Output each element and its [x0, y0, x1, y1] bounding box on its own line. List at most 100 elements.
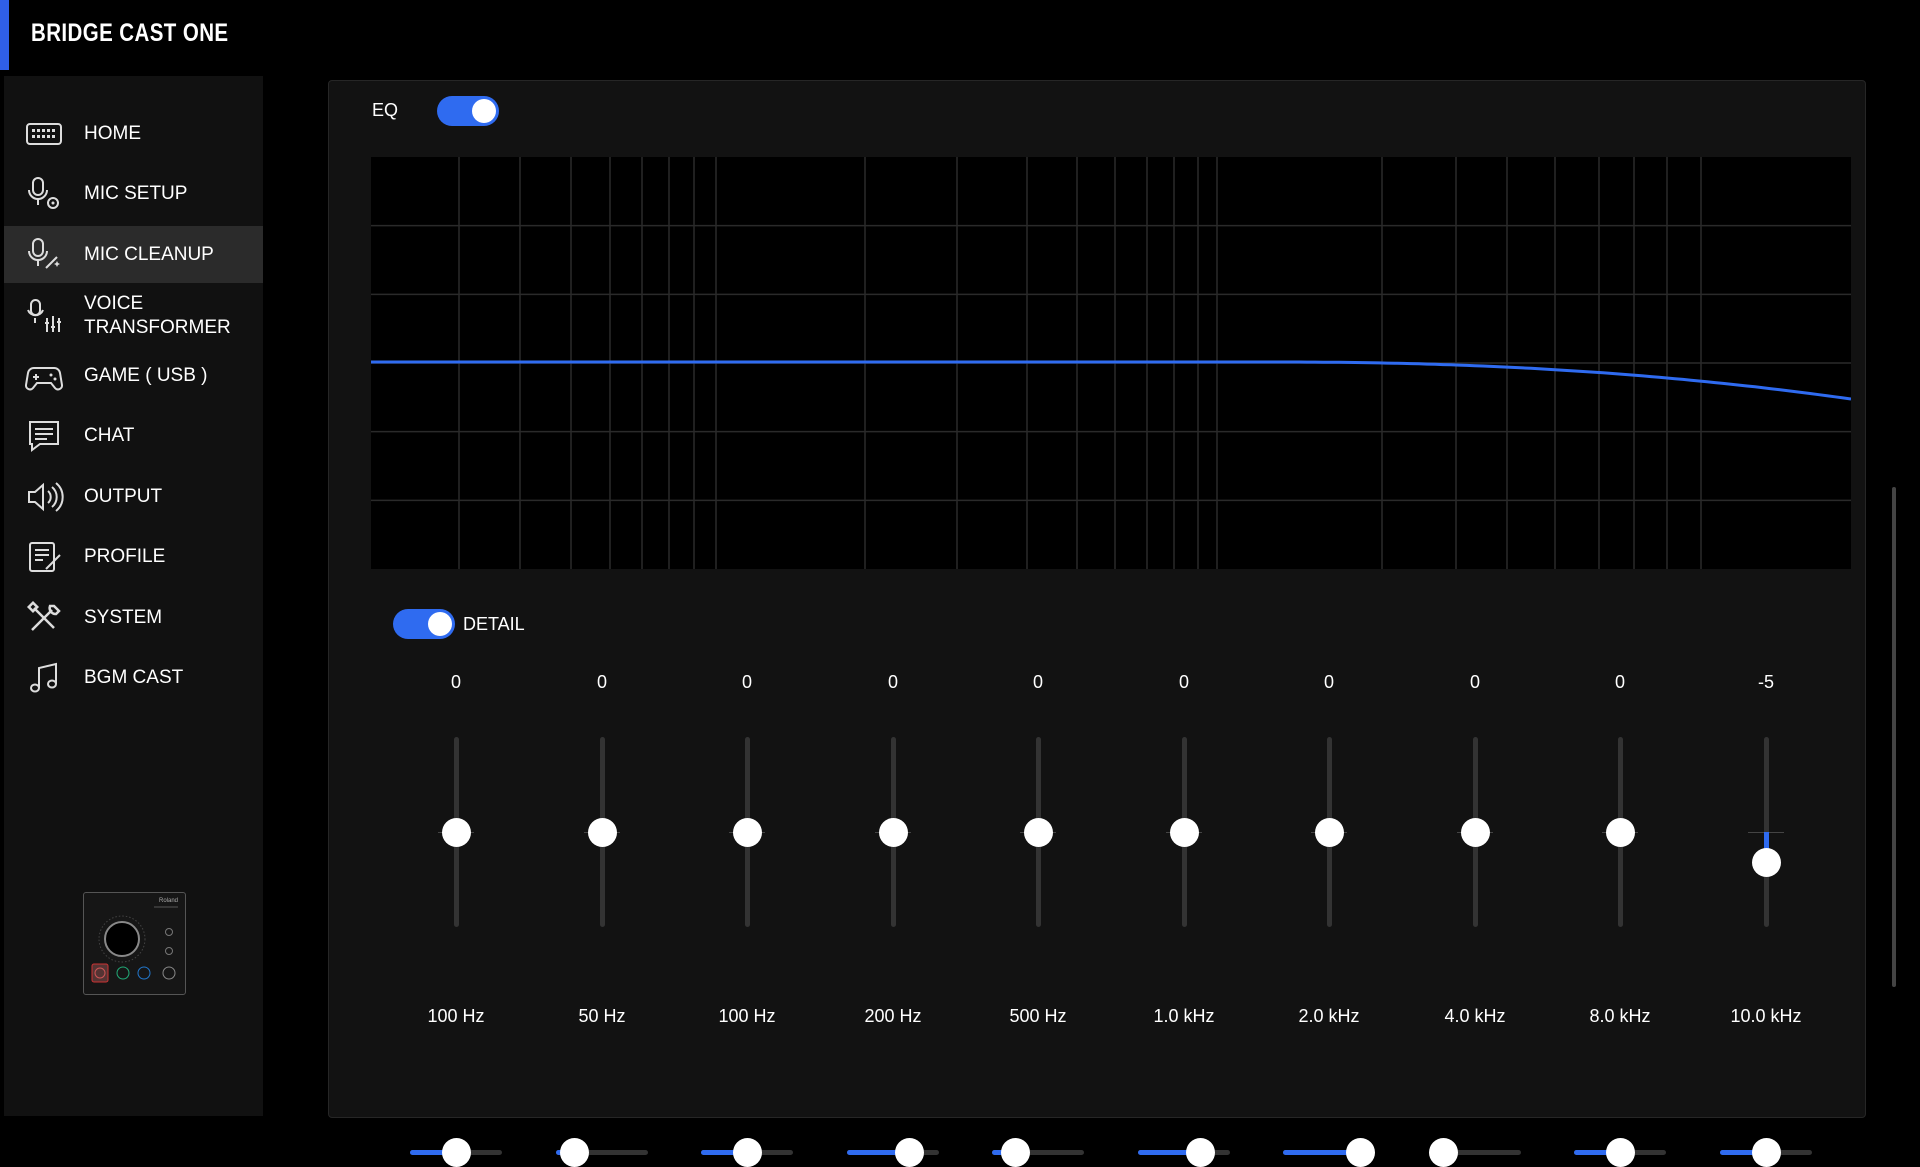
keyboard-icon: [24, 114, 64, 154]
band-gain-slider[interactable]: [873, 737, 913, 929]
app-title: BRIDGE CAST ONE: [31, 19, 229, 47]
band-frequency-label: 1.0 kHz: [1153, 1006, 1215, 1026]
sidebar-item-label: OUTPUT: [84, 485, 163, 507]
sidebar-item-voice-transformer[interactable]: VOICE TRANSFORMER: [4, 272, 263, 360]
band-gain-slider[interactable]: [436, 737, 476, 929]
sidebar-item-mic-setup[interactable]: MIC SETUP: [4, 165, 263, 222]
slider-thumb[interactable]: [560, 1138, 590, 1167]
eq-graph-svg: [371, 157, 1852, 569]
slider-thumb[interactable]: [1752, 1138, 1781, 1167]
slider-thumb[interactable]: [733, 818, 762, 847]
sidebar-item-game-usb[interactable]: GAME ( USB ): [4, 347, 263, 404]
band-frequency-label: 100 Hz: [718, 1006, 776, 1026]
band-gain-slider[interactable]: [582, 737, 622, 929]
tools-icon: [24, 598, 64, 638]
chat-bubble-icon: [24, 416, 64, 456]
sidebar-item-label: MIC CLEANUP: [84, 243, 214, 265]
detail-toggle[interactable]: [393, 609, 455, 639]
slider-thumb[interactable]: [733, 1138, 762, 1167]
band-q-slider[interactable]: [1429, 1137, 1521, 1167]
detail-label: DETAIL: [463, 614, 525, 634]
band-gain-value: 0: [1178, 672, 1189, 692]
slider-thumb[interactable]: [1315, 818, 1344, 847]
sidebar-item-profile[interactable]: PROFILE: [4, 528, 263, 585]
speaker-icon: [24, 477, 64, 517]
sidebar-item-label: PROFILE: [84, 545, 166, 567]
roland-device-icon: Roland: [91, 898, 178, 983]
band-gain-slider[interactable]: [1600, 737, 1640, 929]
scrollbar[interactable]: [1892, 487, 1896, 987]
band-q-slider[interactable]: [1283, 1137, 1375, 1167]
slider-thumb[interactable]: [1346, 1138, 1375, 1167]
slider-thumb[interactable]: [442, 818, 471, 847]
device-brand-text: Roland: [159, 898, 178, 904]
band-frequency-label: 10.0 kHz: [1730, 1006, 1802, 1026]
band-q-slider[interactable]: [556, 1137, 648, 1167]
band-gain-slider[interactable]: [727, 737, 767, 929]
toggle-knob: [472, 99, 496, 123]
band-q-slider[interactable]: [410, 1137, 502, 1167]
sidebar-item-label: BGM CAST: [84, 666, 184, 688]
sidebar-item-chat[interactable]: CHAT: [4, 407, 263, 464]
band-gain-slider[interactable]: [1018, 737, 1058, 929]
band-frequency-label: 200 Hz: [864, 1006, 922, 1026]
slider-thumb[interactable]: [1606, 1138, 1635, 1167]
band-q-slider[interactable]: [701, 1137, 793, 1167]
profile-edit-icon: [24, 537, 64, 577]
sidebar-item-label: MIC SETUP: [84, 182, 188, 204]
eq-label: EQ: [372, 100, 399, 120]
sidebar-item-home[interactable]: HOME: [4, 105, 263, 162]
eq-toggle[interactable]: [437, 96, 499, 126]
toggle-knob: [428, 612, 452, 636]
band-q-slider[interactable]: [1138, 1137, 1230, 1167]
sidebar-item-label: CHAT: [84, 424, 135, 446]
device-thumbnail[interactable]: Roland: [83, 892, 186, 995]
band-gain-value: 0: [1323, 672, 1334, 692]
slider-thumb[interactable]: [1606, 818, 1635, 847]
slider-thumb[interactable]: [879, 818, 908, 847]
sidebar-item-system[interactable]: SYSTEM: [4, 589, 263, 646]
slider-thumb[interactable]: [588, 818, 617, 847]
sidebar-item-bgm-cast[interactable]: BGM CAST: [4, 649, 263, 706]
band-frequency-label: 4.0 kHz: [1444, 1006, 1506, 1026]
band-gain-value: -5: [1757, 672, 1774, 692]
eq-panel: EQ DETAIL 0 100 Hz 0 50 Hz 0 100 Hz 0 200 Hz 0 50…: [328, 80, 1866, 1167]
band-frequency-label: 100 Hz: [427, 1006, 485, 1026]
sidebar-item-label: HOME: [84, 122, 141, 144]
band-gain-slider[interactable]: [1164, 737, 1204, 929]
band-gain-value: 0: [887, 672, 898, 692]
band-gain-value: 0: [741, 672, 752, 692]
band-q-slider[interactable]: [1720, 1137, 1812, 1167]
slider-thumb[interactable]: [1024, 818, 1053, 847]
sidebar-item-label: GAME ( USB ): [84, 364, 208, 386]
band-q-slider[interactable]: [1574, 1137, 1666, 1167]
slider-thumb[interactable]: [1429, 1138, 1458, 1167]
slider-thumb[interactable]: [1185, 1138, 1215, 1167]
band-gain-slider[interactable]: [1309, 737, 1349, 929]
band-q-slider[interactable]: [847, 1137, 939, 1167]
band-frequency-label: 500 Hz: [1009, 1006, 1067, 1026]
sidebar-item-label: SYSTEM: [84, 606, 163, 628]
band-frequency-label: 50 Hz: [578, 1006, 626, 1026]
band-gain-slider[interactable]: [1455, 737, 1495, 929]
mic-sparkle-icon: [24, 235, 64, 275]
mic-settings-icon: [24, 174, 64, 214]
slider-thumb[interactable]: [442, 1138, 471, 1167]
sidebar-item-mic-cleanup[interactable]: MIC CLEANUP: [4, 226, 263, 283]
slider-thumb[interactable]: [894, 1138, 924, 1167]
music-note-icon: [24, 658, 64, 698]
band-frequency-label: 2.0 kHz: [1298, 1006, 1360, 1026]
slider-thumb[interactable]: [1461, 818, 1490, 847]
slider-thumb[interactable]: [1170, 818, 1199, 847]
band-q-slider[interactable]: [992, 1137, 1084, 1167]
slider-thumb[interactable]: [1001, 1138, 1030, 1167]
slider-fill: [1764, 832, 1769, 862]
band-gain-slider[interactable]: [1746, 737, 1786, 929]
band-gain-value: 0: [596, 672, 607, 692]
slider-thumb[interactable]: [1752, 848, 1781, 877]
title-accent-bar: [0, 0, 9, 70]
band-gain-value: 0: [450, 672, 461, 692]
sidebar-item-output[interactable]: OUTPUT: [4, 468, 263, 525]
mic-sliders-icon: [24, 296, 64, 336]
gamepad-icon: [24, 356, 64, 396]
